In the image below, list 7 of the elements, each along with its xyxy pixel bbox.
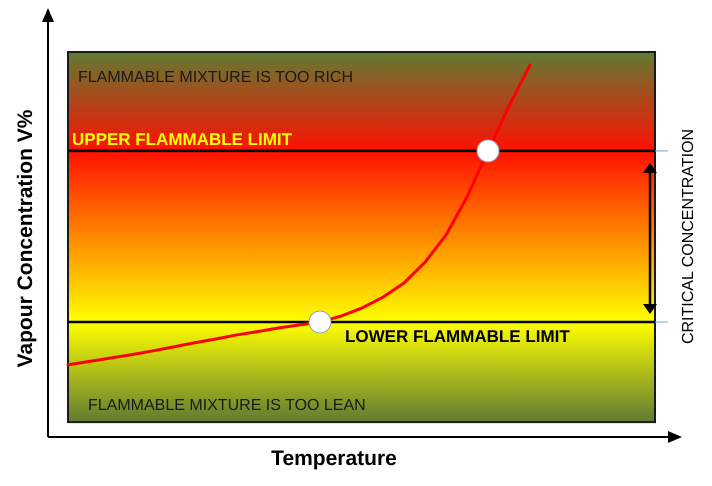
band-label: FLAMMABLE MIXTURE IS TOO LEAN <box>88 397 366 414</box>
x-axis-title: Temperature <box>271 447 397 470</box>
ref-line-label: LOWER FLAMMABLE LIMIT <box>345 327 570 346</box>
y-axis-title: Vapour Concentration V% <box>14 109 37 368</box>
band-label: CRITICAL CONCENTRATION <box>680 128 697 344</box>
ref-line-label: UPPER FLAMMABLE LIMIT <box>72 130 293 149</box>
band-label: FLAMMABLE MIXTURE IS TOO RICH <box>78 68 354 86</box>
